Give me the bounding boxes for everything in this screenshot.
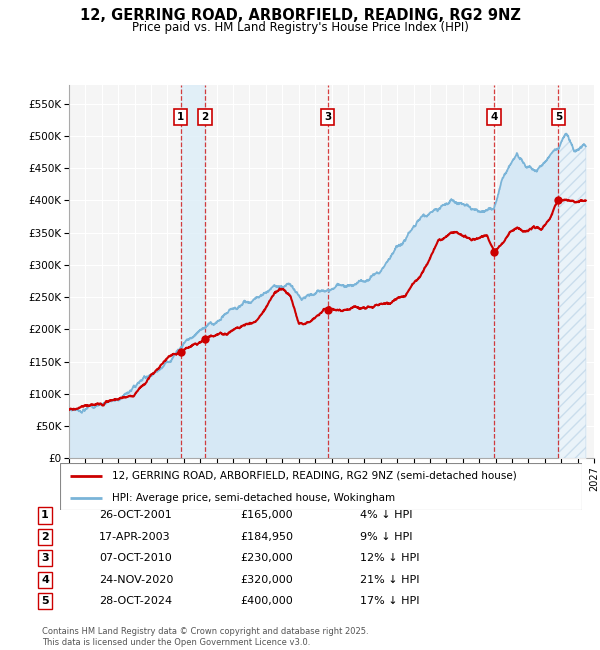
Text: 21% ↓ HPI: 21% ↓ HPI (360, 575, 419, 585)
Text: £165,000: £165,000 (240, 510, 293, 521)
Text: £400,000: £400,000 (240, 596, 293, 606)
Text: 3: 3 (41, 553, 49, 564)
Text: Price paid vs. HM Land Registry's House Price Index (HPI): Price paid vs. HM Land Registry's House … (131, 21, 469, 34)
Text: 2: 2 (41, 532, 49, 542)
Text: 9% ↓ HPI: 9% ↓ HPI (360, 532, 413, 542)
Text: 1: 1 (41, 510, 49, 521)
Text: 3: 3 (324, 112, 331, 122)
Text: 17% ↓ HPI: 17% ↓ HPI (360, 596, 419, 606)
Text: 24-NOV-2020: 24-NOV-2020 (99, 575, 173, 585)
Text: 12, GERRING ROAD, ARBORFIELD, READING, RG2 9NZ: 12, GERRING ROAD, ARBORFIELD, READING, R… (80, 8, 520, 23)
Text: 4: 4 (490, 112, 497, 122)
Text: 2: 2 (202, 112, 209, 122)
Text: £320,000: £320,000 (240, 575, 293, 585)
Text: 12% ↓ HPI: 12% ↓ HPI (360, 553, 419, 564)
Text: £230,000: £230,000 (240, 553, 293, 564)
Text: HPI: Average price, semi-detached house, Wokingham: HPI: Average price, semi-detached house,… (112, 493, 395, 503)
Text: 4% ↓ HPI: 4% ↓ HPI (360, 510, 413, 521)
Text: 5: 5 (41, 596, 49, 606)
Text: 12, GERRING ROAD, ARBORFIELD, READING, RG2 9NZ (semi-detached house): 12, GERRING ROAD, ARBORFIELD, READING, R… (112, 471, 517, 480)
Text: 26-OCT-2001: 26-OCT-2001 (99, 510, 172, 521)
Text: 5: 5 (555, 112, 562, 122)
Text: 17-APR-2003: 17-APR-2003 (99, 532, 170, 542)
Text: 4: 4 (41, 575, 49, 585)
Text: 1: 1 (177, 112, 185, 122)
Text: 28-OCT-2024: 28-OCT-2024 (99, 596, 172, 606)
FancyBboxPatch shape (60, 463, 582, 510)
Text: Contains HM Land Registry data © Crown copyright and database right 2025.
This d: Contains HM Land Registry data © Crown c… (42, 627, 368, 647)
Text: £184,950: £184,950 (240, 532, 293, 542)
Bar (181, 84, 205, 458)
Text: 07-OCT-2010: 07-OCT-2010 (99, 553, 172, 564)
